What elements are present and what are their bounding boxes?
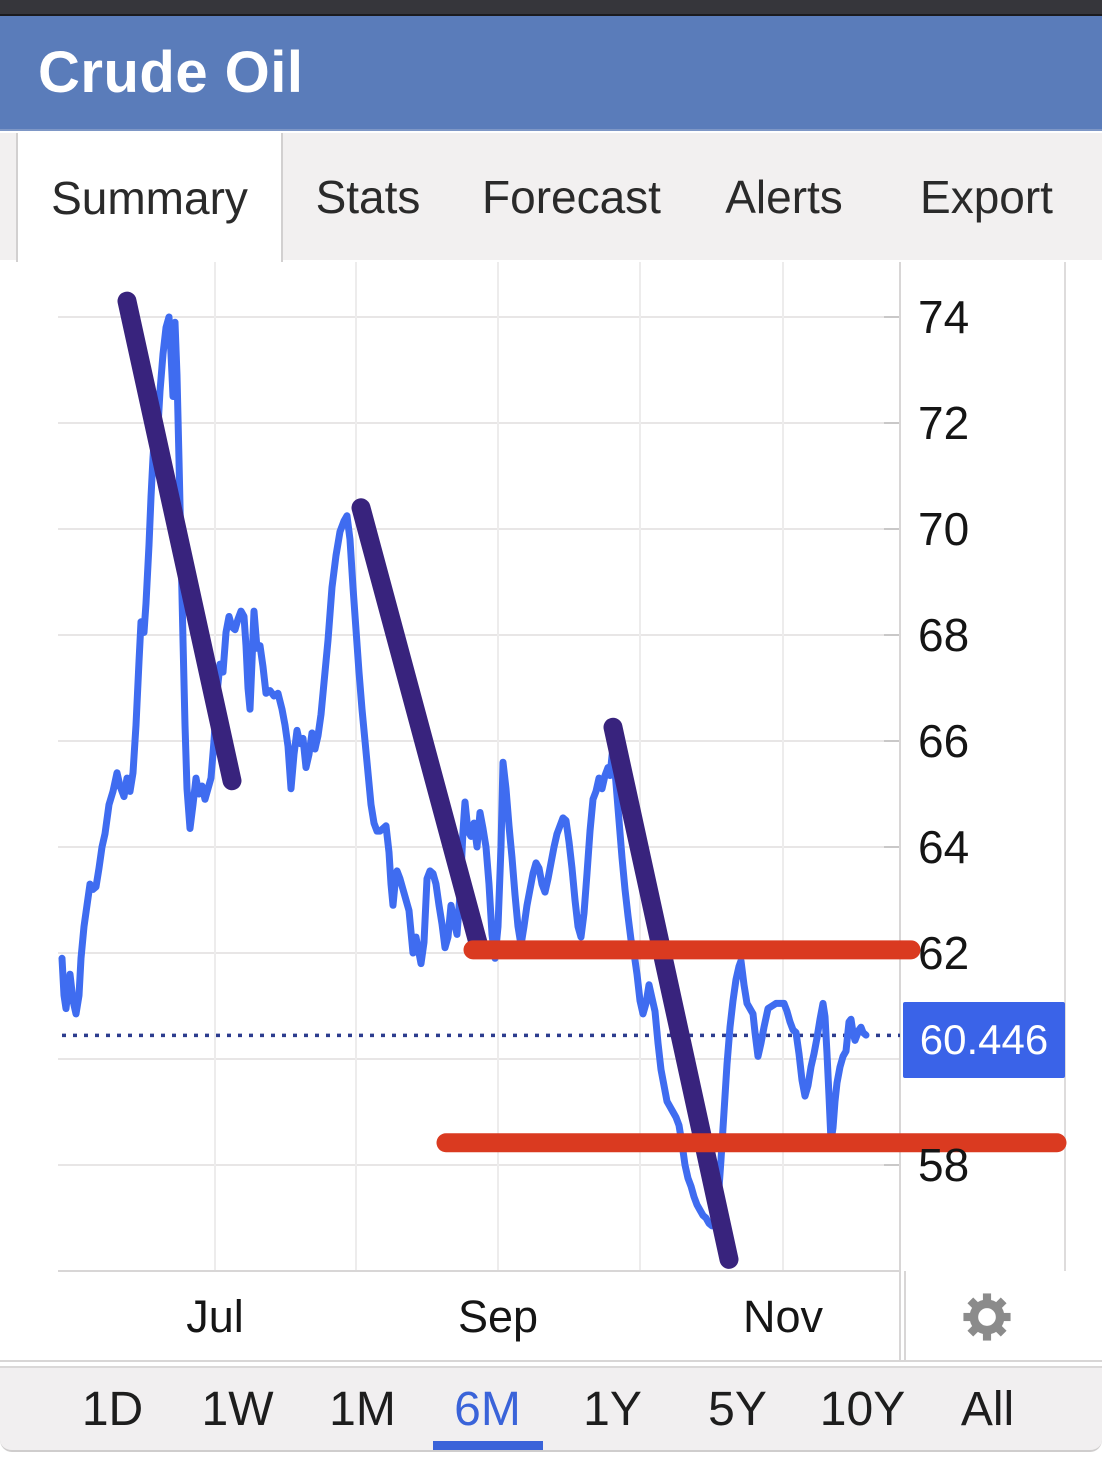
settings-icon[interactable] [958,1288,1016,1346]
tab-alerts-label: Alerts [725,170,843,223]
range-5y-label: 5Y [708,1382,767,1436]
range-1d-label: 1D [81,1382,144,1436]
current-price-value: 60.446 [919,1016,1049,1063]
chart-area[interactable]: 74 72 70 68 66 64 62 58 Jul Sep Nov 60.446 [0,260,1102,1362]
tab-export[interactable]: Export [878,133,1095,260]
tab-forecast-label: Forecast [482,170,661,223]
y-axis-label: 70 [918,503,969,555]
tab-stats-label: Stats [315,170,421,223]
range-1y-label: 1Y [583,1382,642,1436]
selected-range-underline [432,1441,543,1450]
y-axis-label: 68 [918,609,969,661]
y-axis-label: 62 [918,927,969,979]
y-axis-label: 66 [918,715,969,767]
tab-summary-label: Summary [51,171,248,224]
x-axis-label: Sep [458,1291,538,1342]
range-1m[interactable]: 1M [300,1368,425,1450]
tab-bar: Summary Stats Forecast Alerts Export [0,133,1102,262]
current-price-badge: 60.446 [903,1002,1065,1078]
range-1w-label: 1W [201,1382,274,1436]
range-all[interactable]: All [925,1368,1050,1450]
tab-summary[interactable]: Summary [16,133,283,262]
price-line [58,313,870,1230]
x-axis-label: Nov [743,1291,824,1342]
y-axis-label: 74 [918,291,969,343]
range-1w[interactable]: 1W [175,1368,300,1450]
range-1y[interactable]: 1Y [550,1368,675,1450]
page-title: Crude Oil [38,40,304,105]
tab-alerts[interactable]: Alerts [690,133,878,260]
tab-forecast[interactable]: Forecast [453,133,690,260]
app-header: Crude Oil [0,16,1102,131]
range-all-label: All [960,1382,1015,1436]
status-bar [0,0,1102,16]
range-selector: 1D 1W 1M 6M 1Y 5Y 10Y All [0,1366,1102,1452]
range-6m-label: 6M [454,1382,521,1436]
range-6m[interactable]: 6M [425,1368,550,1450]
range-1m-label: 1M [329,1382,396,1436]
range-1d[interactable]: 1D [50,1368,175,1450]
range-10y-label: 10Y [819,1382,906,1436]
trendline [603,717,739,1269]
price-chart-canvas[interactable]: 74 72 70 68 66 64 62 58 Jul Sep Nov [0,260,1102,1362]
y-axis-label: 58 [918,1139,969,1191]
tab-stats[interactable]: Stats [283,133,453,260]
y-axis-label: 64 [918,821,969,873]
trendline [117,291,242,791]
trendline [351,498,489,957]
range-10y[interactable]: 10Y [800,1368,925,1450]
tab-export-label: Export [920,170,1053,223]
x-axis-label: Jul [186,1291,244,1342]
y-axis-label: 72 [918,397,969,449]
range-5y[interactable]: 5Y [675,1368,800,1450]
